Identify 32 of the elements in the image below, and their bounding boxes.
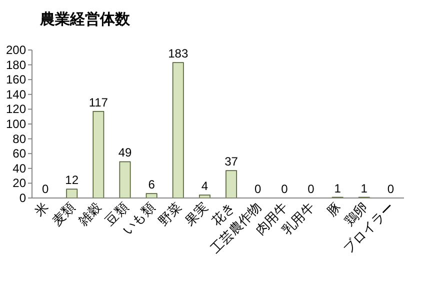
data-label: 0: [254, 182, 262, 196]
y-tick-label: 120: [6, 102, 26, 116]
data-label: 0: [387, 182, 394, 196]
y-tick-label: 80: [12, 132, 26, 146]
x-tick-label: 雑穀: [76, 200, 105, 229]
chart-title: 農業経営体数: [39, 11, 131, 28]
x-tick-label: 米: [32, 200, 52, 220]
x-tick-label: 野菜: [155, 200, 184, 229]
data-label: 4: [201, 179, 208, 194]
y-tick-label: 20: [12, 176, 26, 190]
y-tick-label: 40: [12, 161, 26, 176]
x-tick-label: 麦類: [48, 200, 78, 229]
data-label: 12: [65, 173, 79, 188]
y-tick-label: 200: [6, 43, 26, 57]
data-label: 1: [360, 181, 368, 196]
x-tick-label: 果実: [182, 200, 211, 229]
y-tick-label: 100: [6, 117, 26, 131]
y-tick-label: 180: [6, 58, 26, 72]
x-tick-label: 豚: [324, 200, 344, 220]
data-label: 0: [281, 182, 288, 196]
data-label: 49: [118, 146, 132, 160]
data-label: 1: [334, 181, 342, 196]
data-label: 6: [148, 178, 156, 192]
y-tick-label: 160: [6, 72, 26, 87]
data-label: 117: [88, 95, 108, 110]
y-tick-label: 0: [19, 191, 26, 205]
data-label: 0: [42, 182, 49, 196]
data-label: 183: [168, 46, 188, 61]
y-tick-label: 60: [12, 146, 26, 161]
data-label: 37: [224, 154, 238, 169]
data-label: 0: [308, 182, 315, 196]
y-tick-label: 140: [6, 87, 26, 102]
